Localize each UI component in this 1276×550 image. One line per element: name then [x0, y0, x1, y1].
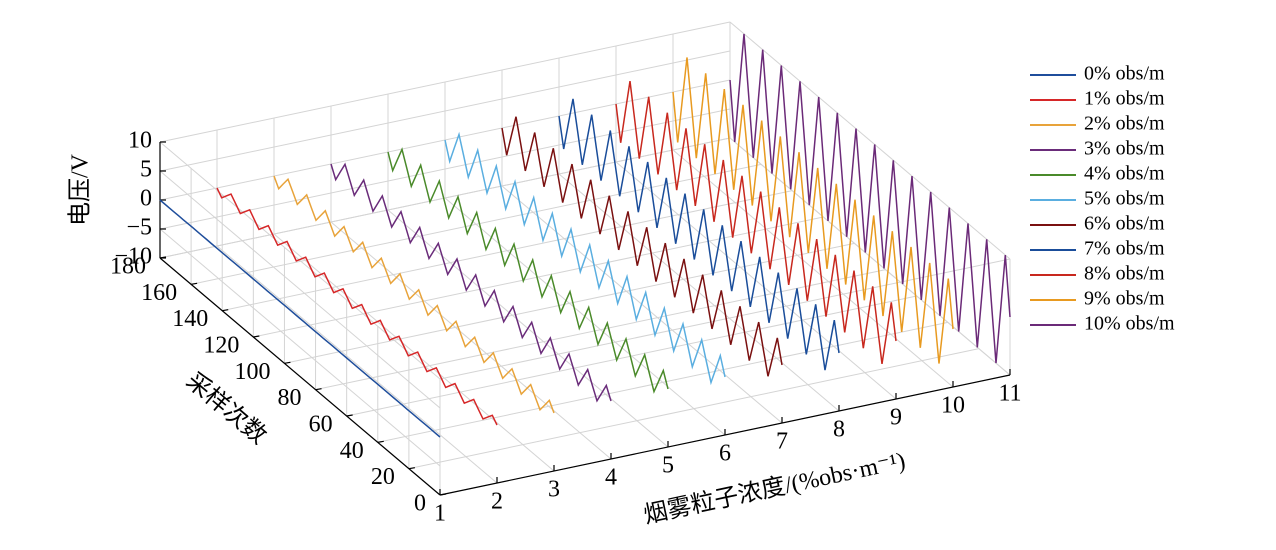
series-line: [672, 57, 954, 364]
legend-label: 5% obs/m: [1084, 188, 1165, 210]
grid-line: [273, 233, 555, 472]
y-tick-label: 140: [172, 306, 208, 332]
legend-label: 6% obs/m: [1084, 213, 1165, 235]
grid-line: [216, 245, 498, 484]
grid-line: [377, 321, 948, 443]
grid-line: [159, 141, 441, 380]
legend-label: 8% obs/m: [1084, 263, 1165, 285]
y-axis: [159, 257, 441, 496]
grid-line: [159, 170, 441, 409]
legend-label: 0% obs/m: [1084, 63, 1165, 85]
x-tick-label: 1: [434, 501, 446, 527]
y-tick-label: 180: [110, 254, 146, 280]
z-tick-label: −10: [114, 244, 152, 270]
x-tick-label: 4: [605, 465, 617, 491]
y-tick-label: 0: [414, 491, 426, 517]
series-line: [501, 116, 783, 377]
grid-line: [159, 228, 441, 467]
y-tick: [315, 388, 322, 391]
y-tick-label: 40: [340, 438, 364, 464]
y-tick-label: 80: [278, 385, 302, 411]
grid-line: [408, 348, 979, 470]
series-line: [444, 131, 726, 386]
legend-label: 2% obs/m: [1084, 113, 1165, 135]
series-line: [273, 175, 555, 414]
y-tick: [191, 282, 198, 285]
z-axis-title: 电压/V: [67, 153, 94, 226]
grid-line: [315, 269, 886, 391]
grid-line: [159, 50, 731, 172]
z-tick-label: 5: [140, 157, 152, 183]
legend-label: 3% obs/m: [1084, 138, 1165, 160]
y-tick-label: 60: [309, 412, 333, 438]
z-tick-label: −5: [126, 215, 152, 241]
x-tick-label: 7: [776, 429, 788, 455]
series-line: [330, 162, 612, 403]
y-tick: [439, 493, 447, 496]
y-tick-label: 120: [203, 333, 239, 359]
series-line: [729, 33, 1011, 364]
series-line: [615, 80, 897, 365]
x-tick-label: 3: [548, 477, 560, 503]
y-tick-label: 20: [371, 464, 395, 490]
grid-line: [672, 149, 954, 388]
z-tick-label: 0: [140, 186, 152, 212]
y-tick-label: 160: [141, 280, 177, 306]
box-edge: [439, 258, 1011, 380]
x-tick-label: 2: [491, 489, 503, 515]
legend-label: 1% obs/m: [1084, 88, 1165, 110]
grid-line: [284, 242, 855, 364]
grid-line: [253, 216, 824, 338]
y-tick: [222, 309, 229, 312]
y-tick: [253, 335, 260, 338]
series-line: [387, 147, 669, 394]
x-tick-label: 10: [941, 393, 965, 419]
legend-label: 10% obs/m: [1084, 313, 1175, 335]
grid-line: [346, 295, 917, 417]
series-line: [216, 187, 498, 426]
z-tick-label: 10: [128, 128, 152, 154]
grid-line: [159, 108, 731, 230]
x-axis-title: 烟雾粒子浓度/(%obs·m⁻¹): [641, 447, 907, 529]
legend-label: 7% obs/m: [1084, 238, 1165, 260]
x-tick-label: 6: [719, 441, 731, 467]
x-tick-label: 9: [890, 405, 902, 431]
x-tick-label: 11: [998, 381, 1021, 407]
y-tick-label: 100: [234, 359, 270, 385]
box-edge: [729, 137, 1011, 376]
series-line: [159, 199, 441, 438]
y-tick: [346, 414, 353, 417]
series-line: [558, 98, 840, 371]
grid-line: [159, 137, 731, 259]
legend-label: 9% obs/m: [1084, 288, 1165, 310]
y-tick: [408, 467, 415, 470]
grid-line: [159, 21, 731, 143]
y-tick: [284, 361, 291, 364]
y-tick: [377, 440, 384, 443]
box-edge: [729, 21, 1011, 260]
x-tick-label: 8: [833, 417, 845, 443]
x-tick-label: 5: [662, 453, 674, 479]
legend-label: 4% obs/m: [1084, 163, 1165, 185]
grid-line: [191, 163, 762, 285]
grid-line: [222, 190, 793, 312]
